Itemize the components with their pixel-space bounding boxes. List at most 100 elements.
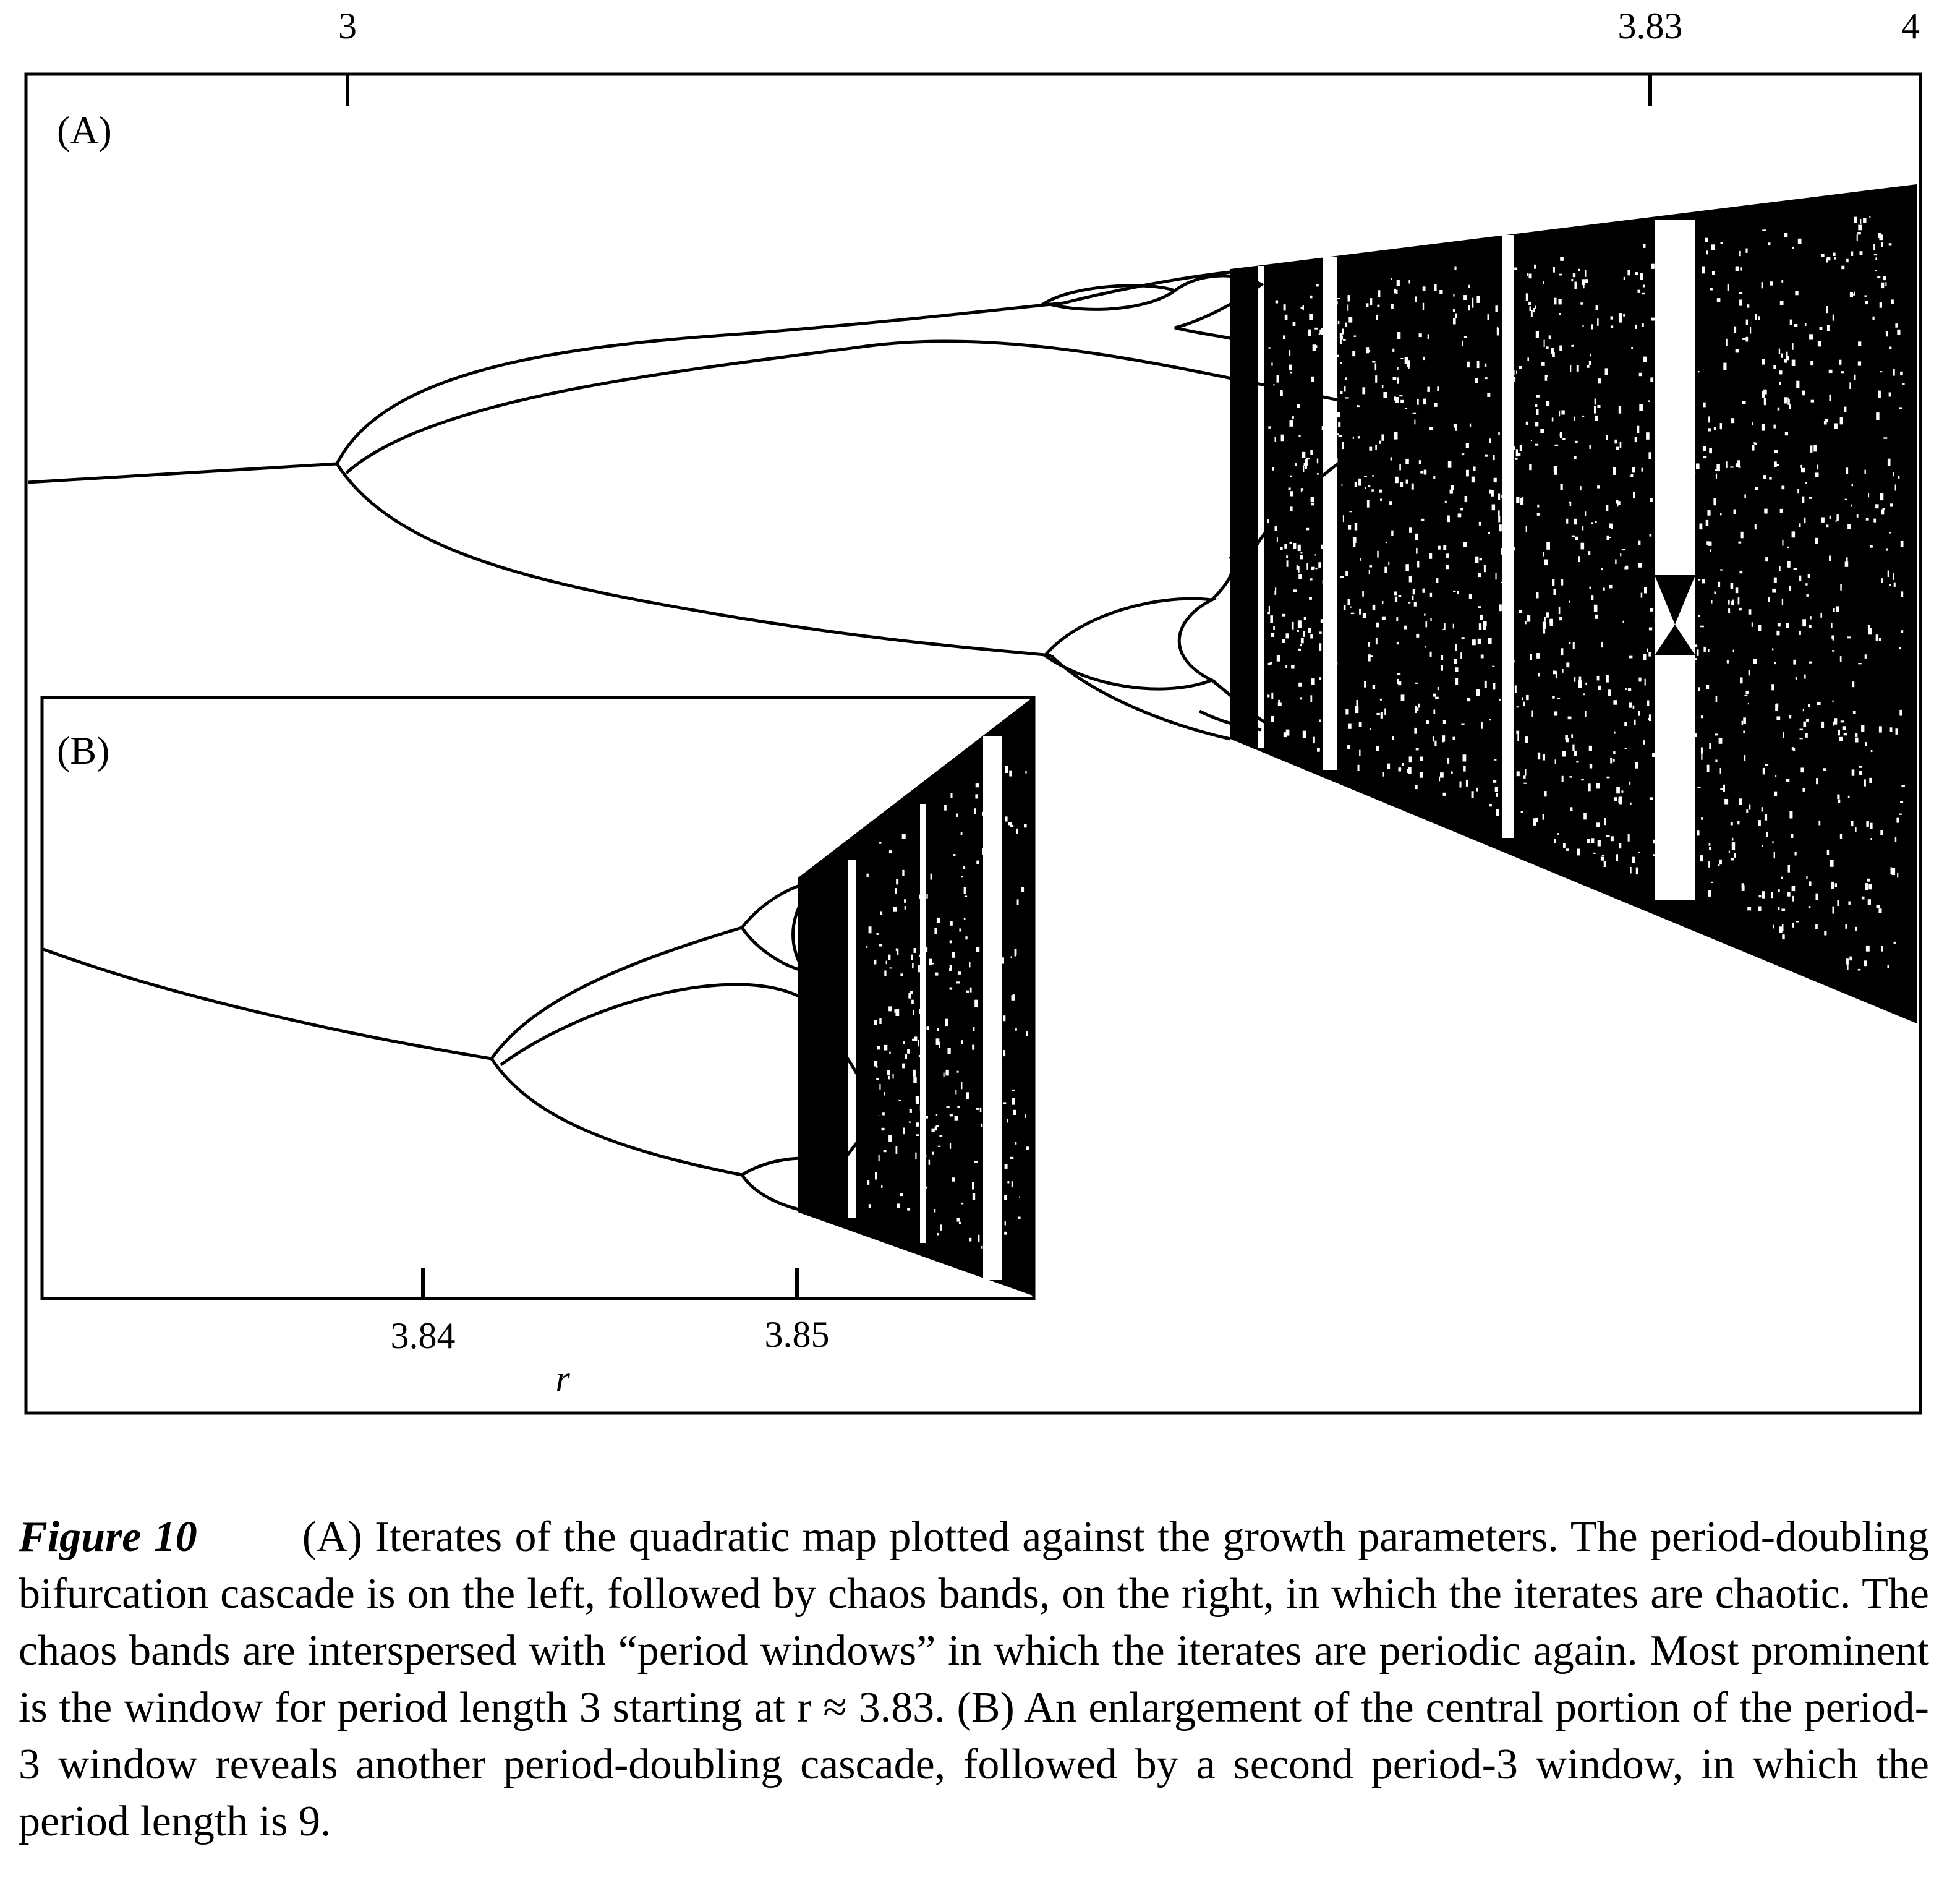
speckle-dot — [1804, 674, 1806, 679]
speckle-dot — [1732, 649, 1734, 652]
speckle-dot — [1314, 345, 1318, 348]
speckle-dot — [892, 1073, 894, 1079]
speckle-dot — [1875, 257, 1877, 260]
speckle-dot — [1763, 389, 1767, 395]
speckle-dot — [1455, 426, 1457, 431]
speckle-dot — [1300, 697, 1303, 700]
speckle-dot — [1618, 313, 1622, 317]
speckle-dot — [1698, 371, 1700, 373]
speckle-dot — [1310, 295, 1313, 299]
speckle-dot — [1854, 374, 1856, 380]
speckle-dot — [1745, 690, 1749, 694]
speckle-dot — [1296, 565, 1298, 570]
speckle-dot — [1630, 802, 1632, 805]
speckle-dot — [1312, 344, 1316, 351]
speckle-dot — [1705, 519, 1709, 526]
speckle-dot — [1763, 475, 1766, 479]
speckle-dot — [1467, 698, 1471, 702]
speckle-dot — [1337, 320, 1340, 325]
speckle-dot — [888, 954, 891, 960]
speckle-dot — [1016, 828, 1018, 834]
speckle-dot — [1773, 424, 1776, 429]
speckle-dot — [1771, 684, 1774, 691]
speckle-dot — [1835, 520, 1837, 522]
speckle-dot — [1291, 665, 1295, 669]
speckle-dot — [1391, 278, 1392, 280]
speckle-dot — [972, 1044, 975, 1050]
speckle-dot — [1786, 351, 1788, 359]
speckle-dot — [916, 1122, 919, 1127]
speckle-dot — [1471, 476, 1475, 483]
speckle-dot — [1026, 1031, 1028, 1036]
speckle-dot — [1274, 437, 1276, 442]
speckle-dot — [1873, 254, 1877, 256]
speckle-dot — [1792, 246, 1794, 249]
speckle-dot — [1362, 387, 1366, 395]
speckle-dot — [1758, 316, 1760, 320]
speckle-dot — [966, 990, 969, 993]
speckle-dot — [1342, 442, 1344, 450]
x-axis-label: r — [555, 1359, 570, 1399]
speckle-dot — [1648, 652, 1651, 657]
panel-b-window-1 — [848, 860, 856, 1218]
speckle-dot — [1575, 536, 1578, 540]
speckle-dot — [1406, 360, 1410, 367]
speckle-dot — [1379, 440, 1381, 444]
speckle-dot — [1810, 399, 1814, 403]
speckle-dot — [1847, 524, 1851, 529]
speckle-dot — [1591, 595, 1594, 600]
speckle-dot — [1832, 635, 1834, 641]
speckle-dot — [1778, 348, 1781, 354]
speckle-dot — [972, 1193, 976, 1200]
speckle-dot — [1718, 581, 1721, 587]
speckle-dot — [1014, 949, 1017, 955]
speckle-dot — [1772, 648, 1774, 651]
speckle-dot — [1597, 840, 1601, 847]
speckle-dot — [1011, 1181, 1013, 1188]
speckle-dot — [1829, 394, 1831, 401]
speckle-dot — [1520, 498, 1524, 505]
speckle-dot — [1465, 779, 1468, 787]
speckle-dot — [1593, 604, 1598, 612]
speckle-dot — [914, 1036, 918, 1041]
speckle-dot — [1745, 319, 1748, 325]
speckle-dot — [1793, 659, 1796, 665]
speckle-dot — [1544, 791, 1547, 797]
speckle-dot — [1604, 818, 1606, 826]
speckle-dot — [1290, 491, 1293, 497]
speckle-dot — [884, 970, 887, 976]
speckle-dot — [1810, 616, 1812, 620]
speckle-dot — [1735, 349, 1739, 353]
panel-b-upper-loop — [739, 879, 820, 973]
speckle-dot — [1501, 548, 1503, 555]
speckle-dot — [1303, 631, 1305, 637]
speckle-dot — [1520, 811, 1523, 813]
speckle-dot — [1787, 561, 1791, 568]
speckle-dot — [1501, 581, 1504, 583]
speckle-dot — [1764, 814, 1768, 821]
speckle-dot — [1644, 678, 1646, 686]
speckle-dot — [1285, 633, 1289, 639]
speckle-dot — [1802, 390, 1805, 396]
speckle-dot — [1368, 642, 1370, 647]
speckle-dot — [1595, 305, 1598, 310]
speckle-dot — [1826, 850, 1830, 855]
speckle-dot — [1364, 476, 1367, 477]
speckle-dot — [1726, 338, 1728, 346]
speckle-dot — [878, 1155, 880, 1162]
speckle-dot — [963, 887, 966, 894]
speckle-dot — [1596, 783, 1600, 789]
speckle-dot — [1352, 351, 1356, 357]
speckle-dot — [1569, 776, 1572, 778]
speckle-dot — [1525, 769, 1527, 776]
speckle-dot — [1834, 423, 1838, 429]
speckle-dot — [1758, 820, 1761, 826]
speckle-dot — [1382, 600, 1384, 604]
speckle-dot — [1720, 569, 1723, 571]
speckle-dot — [1775, 775, 1777, 777]
speckle-dot — [1623, 314, 1625, 317]
speckle-dot — [1793, 568, 1797, 570]
speckle-dot — [1472, 297, 1474, 302]
speckle-dot — [1568, 642, 1571, 644]
speckle-dot — [1706, 250, 1708, 255]
